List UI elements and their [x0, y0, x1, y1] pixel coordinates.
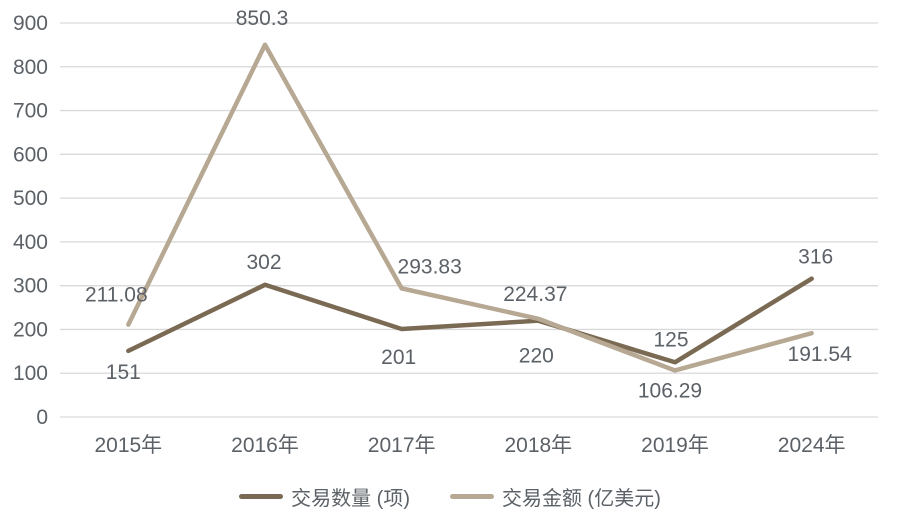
x-tick-label: 2019年: [641, 434, 709, 457]
data-label: 220: [519, 345, 554, 368]
data-label: 850.3: [236, 7, 289, 30]
y-tick-label: 900: [13, 12, 48, 35]
legend-label-count: 交易数量 (项): [291, 488, 410, 510]
legend-item-transaction-count: 交易数量 (项): [239, 482, 410, 511]
data-label: 201: [381, 346, 416, 369]
y-tick-label: 500: [13, 187, 48, 210]
x-tick-label: 2024年: [778, 434, 846, 457]
x-tick-label: 2016年: [231, 434, 299, 457]
legend-item-transaction-amount: 交易金额 (亿美元): [450, 482, 661, 511]
data-label: 302: [246, 251, 281, 274]
data-label: 151: [106, 361, 141, 384]
y-tick-label: 100: [13, 362, 48, 385]
y-tick-label: 400: [13, 231, 48, 254]
x-tick-label: 2015年: [94, 434, 162, 457]
series-line-1: [126, 42, 814, 373]
data-label: 316: [798, 246, 833, 269]
y-tick-label: 200: [13, 318, 48, 341]
x-tick-label: 2018年: [504, 434, 572, 457]
series-line-0: [126, 276, 814, 365]
legend-label-amount: 交易金额 (亿美元): [502, 488, 661, 510]
data-label: 224.37: [503, 283, 567, 306]
y-tick-label: 300: [13, 275, 48, 298]
legend-swatch-amount-line: [450, 494, 494, 499]
y-tick-label: 700: [13, 100, 48, 123]
x-tick-label: 2017年: [368, 434, 436, 457]
y-tick-label: 800: [13, 56, 48, 79]
y-tick-label: 600: [13, 143, 48, 166]
data-label: 211.08: [85, 284, 148, 307]
legend-swatch-count-line: [239, 494, 284, 499]
data-label: 191.54: [788, 343, 853, 366]
legend: 交易数量 (项) 交易金额 (亿美元): [0, 482, 900, 511]
y-tick-label: 0: [36, 406, 48, 429]
data-label: 293.83: [398, 255, 462, 278]
data-label: 125: [653, 328, 688, 351]
data-label: 106.29: [638, 379, 702, 402]
